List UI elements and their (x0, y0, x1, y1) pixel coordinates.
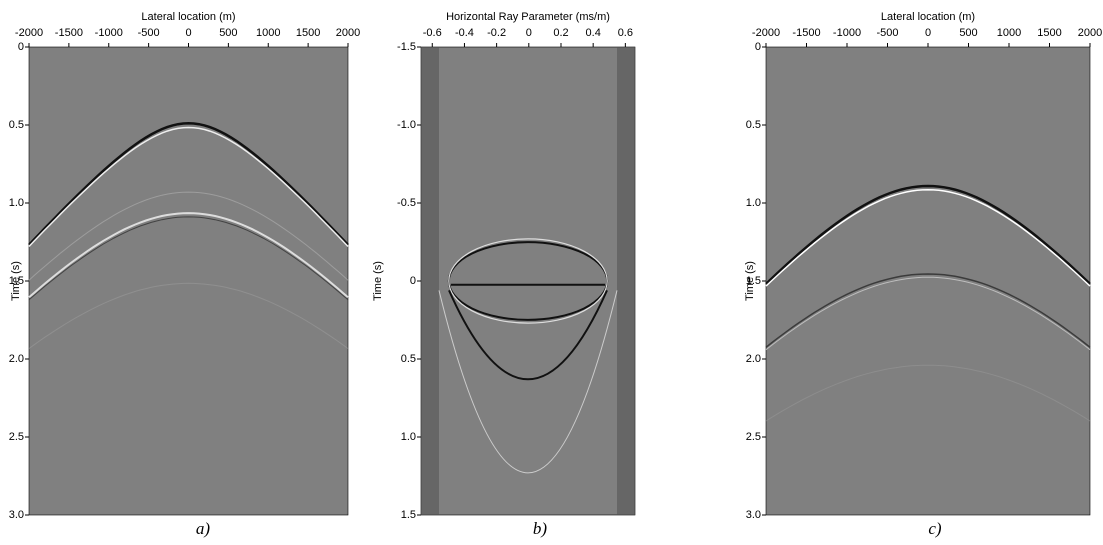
panel-caption: c) (928, 519, 942, 538)
edge-noise (421, 47, 439, 515)
x-tick-label: 500 (219, 27, 237, 39)
x-tick-label: 500 (959, 27, 977, 39)
y-tick-label: 0 (18, 41, 24, 53)
reflection (765, 364, 1091, 422)
y-tick-label: 0 (410, 275, 416, 287)
x-tick-label: 1000 (997, 27, 1021, 39)
reflection (765, 184, 1091, 285)
x-tick-label: -1000 (833, 27, 861, 39)
y-tick-label: 0.5 (9, 119, 24, 131)
y-tick-label: 3.0 (746, 509, 761, 521)
y-tick-label: -1.5 (397, 41, 416, 53)
y-tick-label: 1.5 (401, 509, 416, 521)
y-tick-label: 1.5 (746, 275, 761, 287)
reflection (28, 216, 349, 301)
y-tick-label: 1.0 (401, 431, 416, 443)
x-tick-label: 0.4 (586, 27, 601, 39)
y-axis-label: Time (s) (372, 261, 384, 301)
reflection (765, 276, 1091, 351)
x-tick-label: -1500 (55, 27, 83, 39)
y-tick-label: 0.5 (746, 119, 761, 131)
edge-noise (617, 47, 635, 515)
x-tick-label: -2000 (15, 27, 43, 39)
y-tick-label: -1.0 (397, 119, 416, 131)
y-tick-label: 1.0 (9, 197, 24, 209)
seismic-panel (28, 46, 349, 516)
events (28, 122, 349, 349)
reflection (28, 212, 349, 299)
x-tick-label: 2000 (1078, 27, 1102, 39)
x-tick-label: 1500 (296, 27, 320, 39)
ray-event (448, 238, 608, 324)
x-axis-label: Horizontal Ray Parameter (ms/m) (446, 11, 610, 23)
y-axis-label: Time (s) (744, 261, 756, 301)
y-tick-label: 3.0 (9, 509, 24, 521)
panel-caption: a) (196, 519, 211, 538)
seismic-panel (420, 46, 636, 516)
x-tick-label: 2000 (336, 27, 360, 39)
x-tick-label: -0.4 (455, 27, 474, 39)
x-axis-label: Lateral location (m) (141, 11, 235, 23)
reflection (765, 273, 1091, 348)
x-tick-label: 1500 (1037, 27, 1061, 39)
events (421, 47, 635, 515)
y-tick-label: 1.5 (9, 275, 24, 287)
reflection (28, 282, 349, 349)
y-tick-label: 0.5 (401, 353, 416, 365)
x-tick-label: -0.6 (423, 27, 442, 39)
y-tick-label: 0 (755, 41, 761, 53)
reflection (28, 122, 349, 246)
events (765, 184, 1091, 422)
x-tick-label: 1000 (256, 27, 280, 39)
reflection (28, 126, 349, 248)
y-tick-label: -0.5 (397, 197, 416, 209)
x-tick-label: 0.6 (618, 27, 633, 39)
y-axis-label: Time (s) (10, 261, 22, 301)
x-tick-label: -1000 (95, 27, 123, 39)
reflection (765, 188, 1091, 287)
x-axis-label: Lateral location (m) (881, 11, 975, 23)
ray-event (438, 290, 618, 474)
x-tick-label: -0.2 (487, 27, 506, 39)
reflection (28, 191, 349, 281)
x-tick-label: 0 (185, 27, 191, 39)
y-tick-label: 1.0 (746, 197, 761, 209)
x-tick-label: -500 (138, 27, 160, 39)
x-tick-label: 0.2 (553, 27, 568, 39)
x-tick-label: 0 (925, 27, 931, 39)
panel-caption: b) (533, 519, 548, 538)
y-tick-label: 2.0 (9, 353, 24, 365)
y-tick-label: 2.0 (746, 353, 761, 365)
x-tick-label: -2000 (752, 27, 780, 39)
x-tick-label: -1500 (792, 27, 820, 39)
x-tick-label: 0 (526, 27, 532, 39)
y-tick-label: 2.5 (746, 431, 761, 443)
seismic-panel (765, 46, 1091, 516)
y-tick-label: 2.5 (9, 431, 24, 443)
x-tick-label: -500 (876, 27, 898, 39)
ray-event (448, 289, 608, 381)
